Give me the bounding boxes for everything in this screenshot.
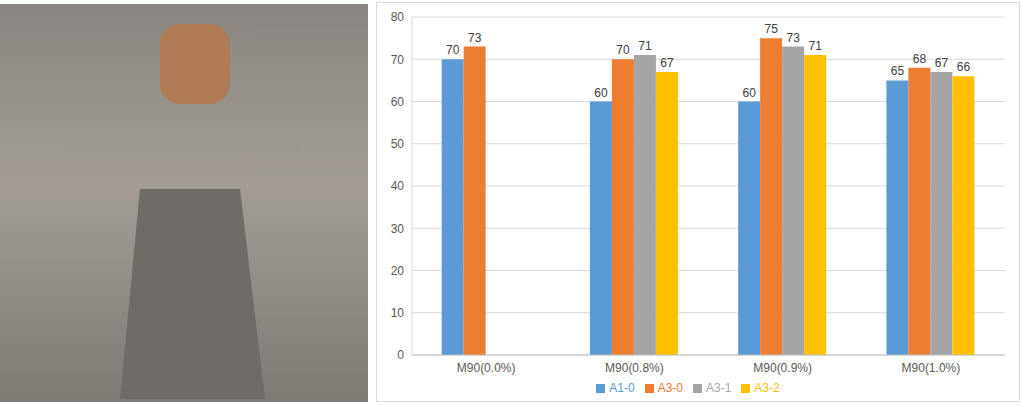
svg-text:73: 73 xyxy=(468,31,482,45)
svg-text:68: 68 xyxy=(913,52,927,66)
svg-text:70: 70 xyxy=(616,43,630,57)
svg-text:M90(0.0%): M90(0.0%) xyxy=(457,361,516,375)
svg-text:71: 71 xyxy=(808,39,822,53)
svg-text:60: 60 xyxy=(594,86,608,100)
svg-text:67: 67 xyxy=(660,56,674,70)
svg-text:60: 60 xyxy=(742,86,756,100)
svg-text:20: 20 xyxy=(391,264,405,278)
svg-text:30: 30 xyxy=(391,222,405,236)
svg-text:M90(1.0%): M90(1.0%) xyxy=(902,361,961,375)
svg-text:40: 40 xyxy=(391,179,405,193)
svg-text:70: 70 xyxy=(446,43,460,57)
svg-text:80: 80 xyxy=(391,10,405,24)
html-text:A3-0: A3-0 xyxy=(657,381,683,395)
svg-text:M90(0.9%): M90(0.9%) xyxy=(753,361,812,375)
svg-text:M90(0.8%): M90(0.8%) xyxy=(605,361,664,375)
svg-text:66: 66 xyxy=(957,60,971,74)
svg-text:67: 67 xyxy=(935,56,949,70)
html-text:A1-0: A1-0 xyxy=(609,381,635,395)
svg-text:70: 70 xyxy=(391,53,405,67)
svg-text:10: 10 xyxy=(391,306,405,320)
svg-text:50: 50 xyxy=(391,137,405,151)
svg-text:73: 73 xyxy=(786,31,800,45)
svg-text:0: 0 xyxy=(397,348,404,362)
svg-text:60: 60 xyxy=(391,95,405,109)
html-text:A3-1: A3-1 xyxy=(706,381,732,395)
svg-text:75: 75 xyxy=(764,22,778,36)
svg-text:71: 71 xyxy=(638,39,652,53)
svg-text:65: 65 xyxy=(891,64,905,78)
html-text:A3-2: A3-2 xyxy=(754,381,780,395)
